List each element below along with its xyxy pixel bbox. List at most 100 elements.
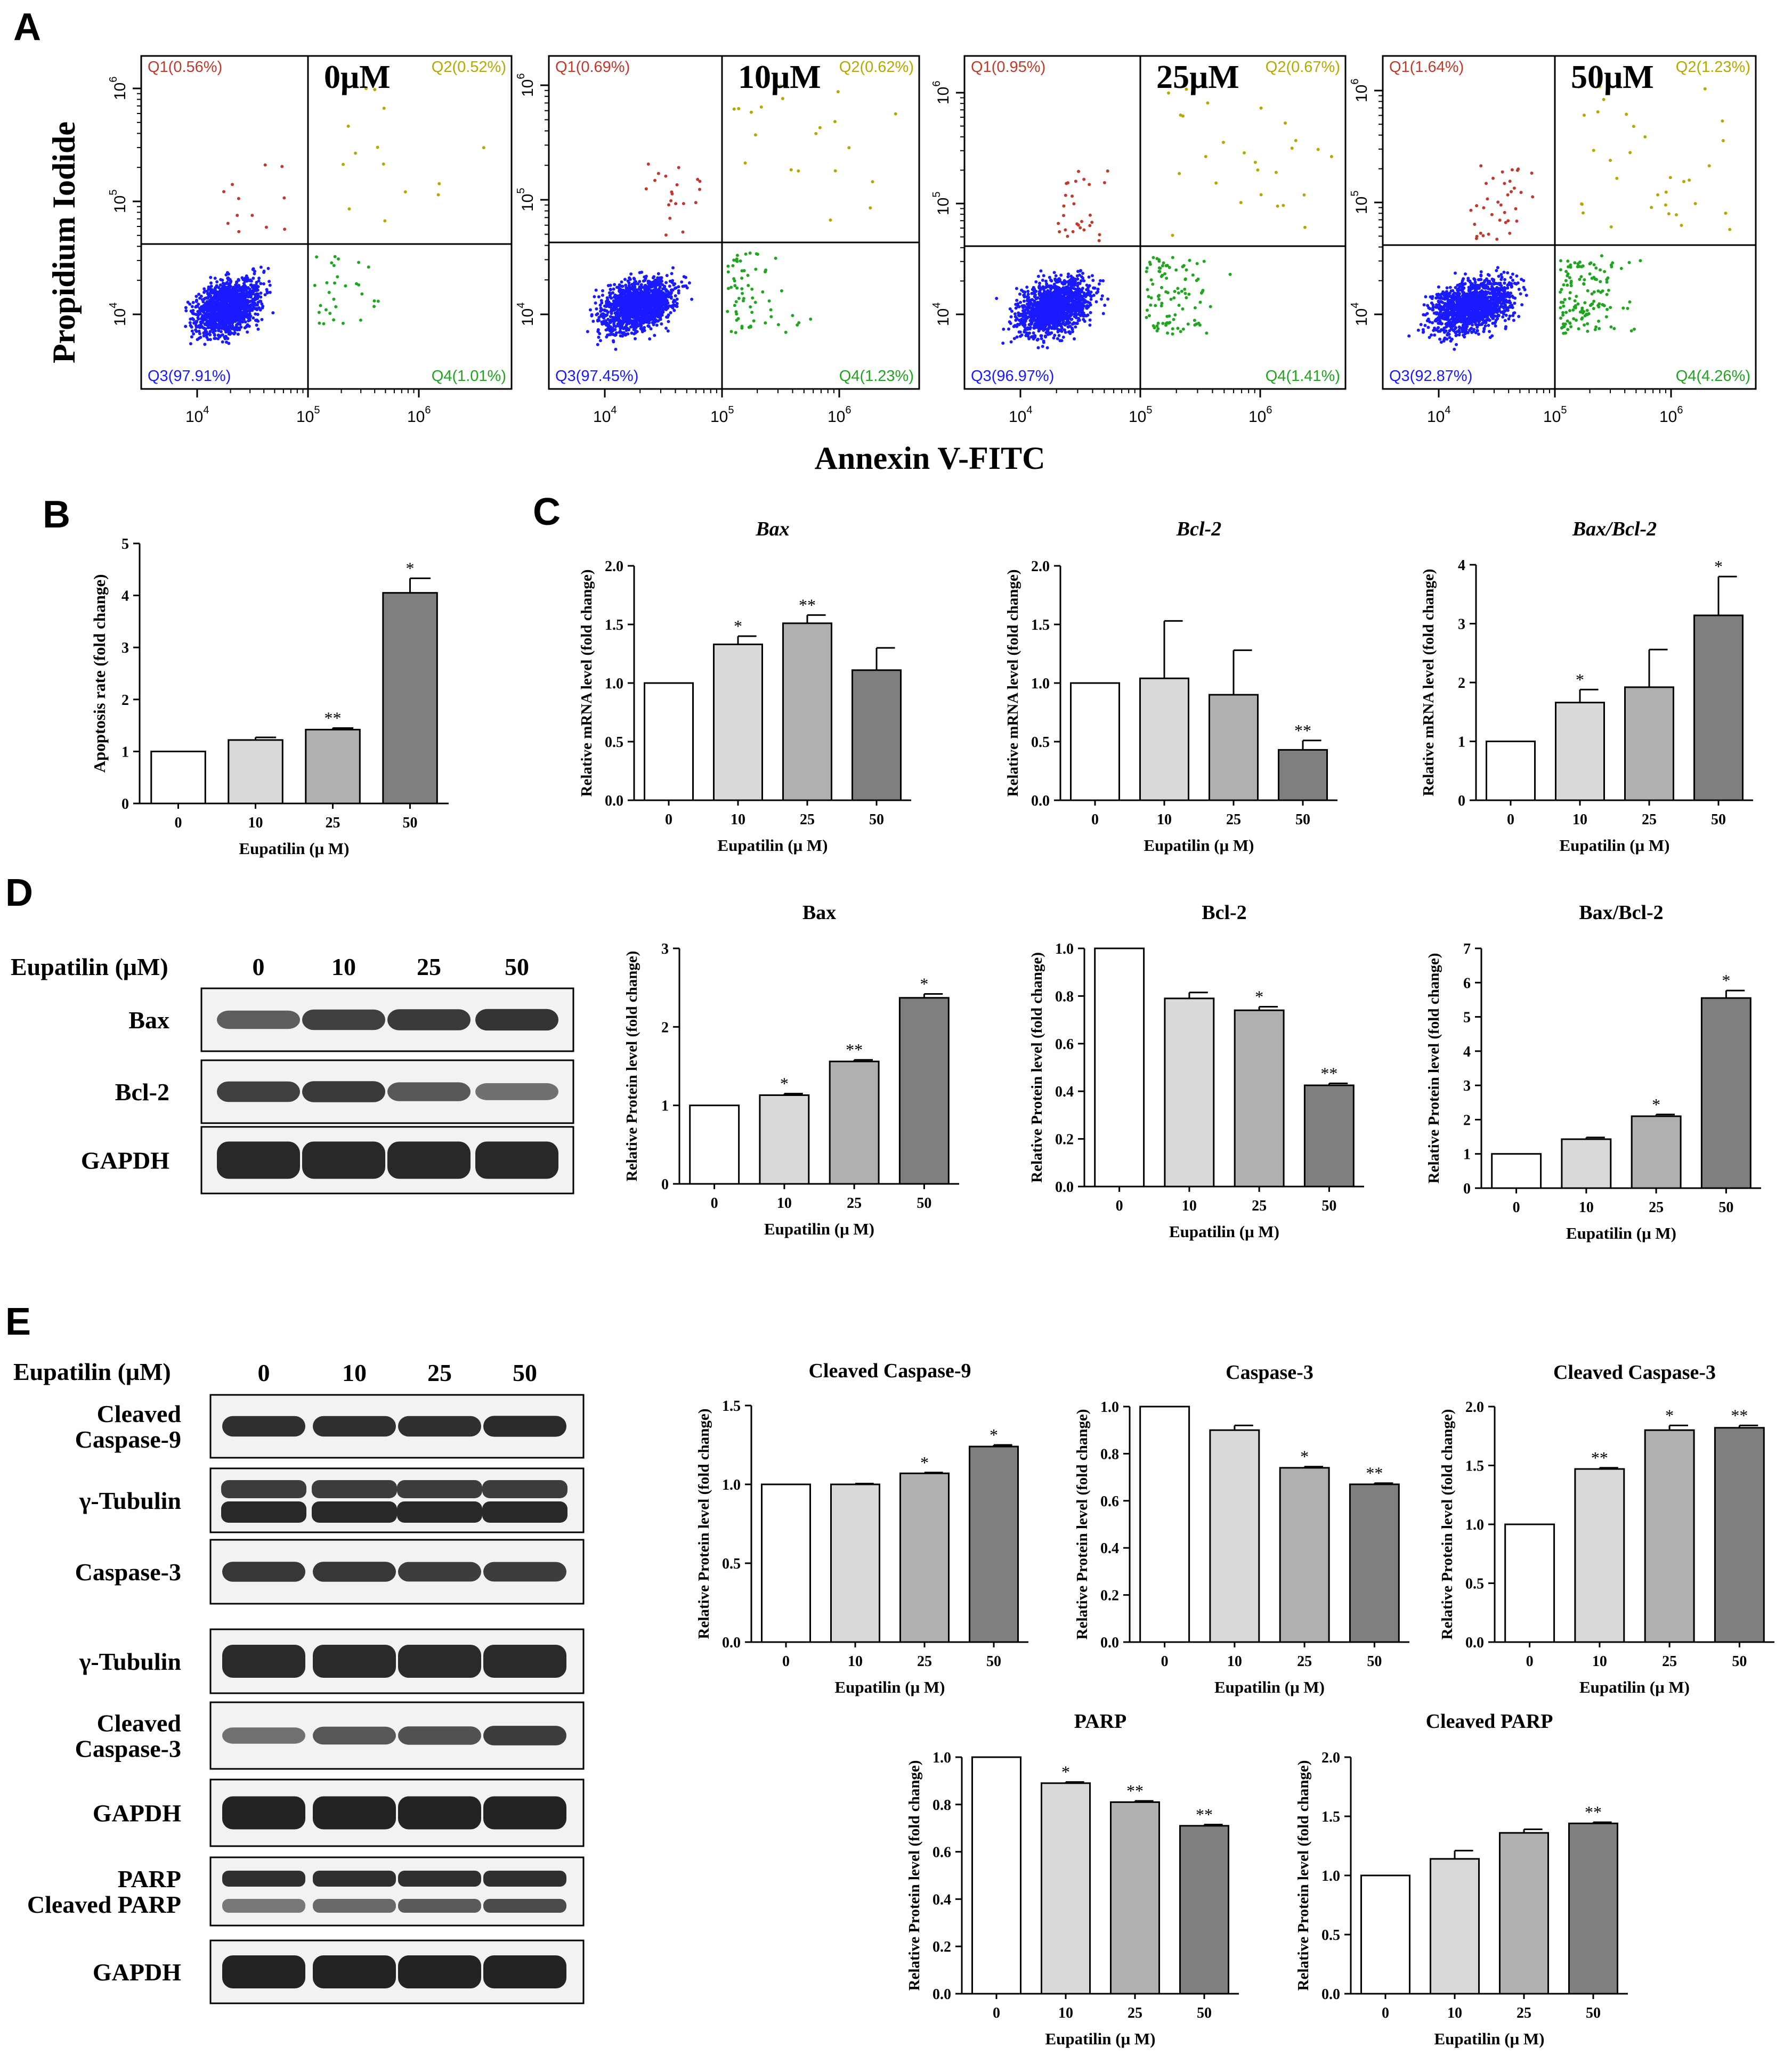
flow-dot-q3 (194, 330, 198, 333)
flow-dot-q3 (1002, 327, 1006, 331)
flow-dot-q4 (734, 331, 737, 335)
flow-dot-q3 (255, 281, 258, 284)
flow-dot-q3 (222, 284, 225, 288)
panel-label-b: B (43, 493, 70, 536)
flow-dot-q2 (1256, 168, 1260, 172)
flow-dot-q3 (677, 291, 680, 295)
flow-q1-label: Q1(0.69%) (555, 59, 630, 76)
flow-dot-q3 (223, 337, 227, 340)
flow-dot-q3 (1031, 315, 1035, 319)
flow-dot-q3 (1070, 318, 1074, 321)
flow-dot-q3 (1049, 279, 1053, 282)
flow-q1-label: Q1(0.95%) (971, 59, 1045, 76)
flow-dot-q3 (627, 303, 630, 307)
flow-dot-q4 (1162, 261, 1165, 265)
flow-dot-q2 (797, 169, 800, 173)
flow-dot-q2 (833, 169, 837, 173)
flow-dot-q3 (218, 283, 222, 287)
flow-dot-q3 (268, 290, 272, 294)
flow-dot-q3 (209, 275, 213, 279)
flow-dot-q3 (649, 327, 653, 331)
flow-dot-q3 (1071, 281, 1074, 285)
flow-dot-q3 (1073, 305, 1077, 308)
flow-dot-q3 (226, 306, 230, 310)
flow-plot-frame (963, 55, 1347, 390)
flow-dot-q3 (666, 306, 670, 310)
flow-dot-q3 (1027, 315, 1031, 319)
flow-q3-label: Q3(97.45%) (555, 368, 638, 385)
flow-dot-q4 (1171, 327, 1174, 331)
flow-dot-q3 (1054, 274, 1058, 278)
flow-dot-q1 (698, 180, 702, 183)
flow-dot-q2 (342, 163, 345, 166)
flow-dot-q2 (1290, 147, 1294, 150)
flow-dot-q3 (634, 307, 637, 311)
flow-dot-q3 (634, 297, 638, 300)
flow-dot-q3 (647, 282, 651, 286)
flow-dot-q3 (225, 340, 228, 344)
flow-dot-q3 (213, 332, 216, 336)
flow-dot-q3 (618, 319, 622, 323)
flow-dot-q3 (190, 335, 193, 339)
flow-dot-q3 (1039, 315, 1042, 318)
flow-x-tick-label: 105 (1129, 404, 1153, 426)
flow-dot-q3 (1045, 346, 1049, 350)
flow-dot-q3 (202, 331, 206, 335)
flow-dot-q3 (599, 314, 603, 318)
flow-dot-q3 (1033, 300, 1036, 304)
flow-dot-q3 (248, 312, 252, 316)
flow-dot-q3 (628, 291, 631, 295)
flow-dot-q4 (751, 296, 755, 300)
flow-dot-q3 (614, 331, 618, 335)
flow-dot-q3 (1061, 315, 1065, 319)
flow-dot-q3 (634, 313, 637, 317)
flow-dot-q3 (1018, 293, 1021, 296)
flow-dot-q4 (749, 305, 752, 308)
flow-dot-q4 (754, 267, 758, 271)
flow-dot-q3 (1058, 279, 1061, 282)
flow-dot-q3 (256, 303, 260, 307)
flow-dot-q3 (1044, 306, 1048, 310)
flow-dot-q3 (225, 328, 228, 331)
flow-dot-q3 (1074, 325, 1077, 329)
flow-dot-q3 (1009, 315, 1013, 319)
flow-dot-q2 (436, 193, 440, 197)
flow-dot-q3 (259, 265, 263, 269)
flow-dot-q3 (1046, 290, 1050, 294)
flow-dot-q3 (259, 291, 263, 295)
flow-dot-q2 (482, 146, 485, 150)
flow-dot-q3 (677, 285, 680, 289)
flow-dot-q1 (1074, 180, 1077, 183)
flow-dot-q3 (634, 337, 637, 340)
flow-dot-q3 (249, 283, 253, 287)
flow-dot-q3 (658, 304, 661, 308)
flow-dot-q3 (245, 325, 248, 329)
flow-dot-q3 (241, 315, 245, 319)
flow-dot-q3 (609, 288, 612, 291)
flow-dot-q1 (1071, 194, 1074, 198)
flow-dot-q3 (646, 300, 650, 304)
flow-dot-q3 (207, 305, 211, 309)
flow-dot-q3 (232, 293, 236, 297)
flow-dot-q3 (642, 312, 645, 315)
flow-dot-q3 (1043, 334, 1047, 338)
flow-dot-q3 (1036, 337, 1040, 341)
flow-dot-q3 (1063, 293, 1067, 296)
flow-dot-q3 (664, 289, 668, 293)
flow-dot-q4 (322, 322, 326, 326)
flow-dot-q3 (1099, 279, 1102, 282)
flow-y-tick-exponent: 6 (931, 81, 943, 87)
flow-dot-q2 (354, 151, 358, 155)
panel-label-a: A (13, 6, 41, 48)
flow-dot-q3 (197, 317, 200, 321)
flow-x-tick-exponent: 5 (314, 404, 320, 416)
flow-dot-q3 (203, 307, 207, 311)
flow-dot-q3 (1044, 279, 1048, 283)
flow-dot-q3 (246, 330, 249, 334)
flow-dot-q3 (234, 315, 237, 319)
flow-dot-q3 (601, 322, 604, 326)
flow-dot-q3 (1029, 309, 1033, 313)
flow-dot-q3 (238, 286, 241, 290)
flow-dot-q3 (1096, 287, 1100, 291)
flow-dot-q1 (1088, 224, 1092, 228)
